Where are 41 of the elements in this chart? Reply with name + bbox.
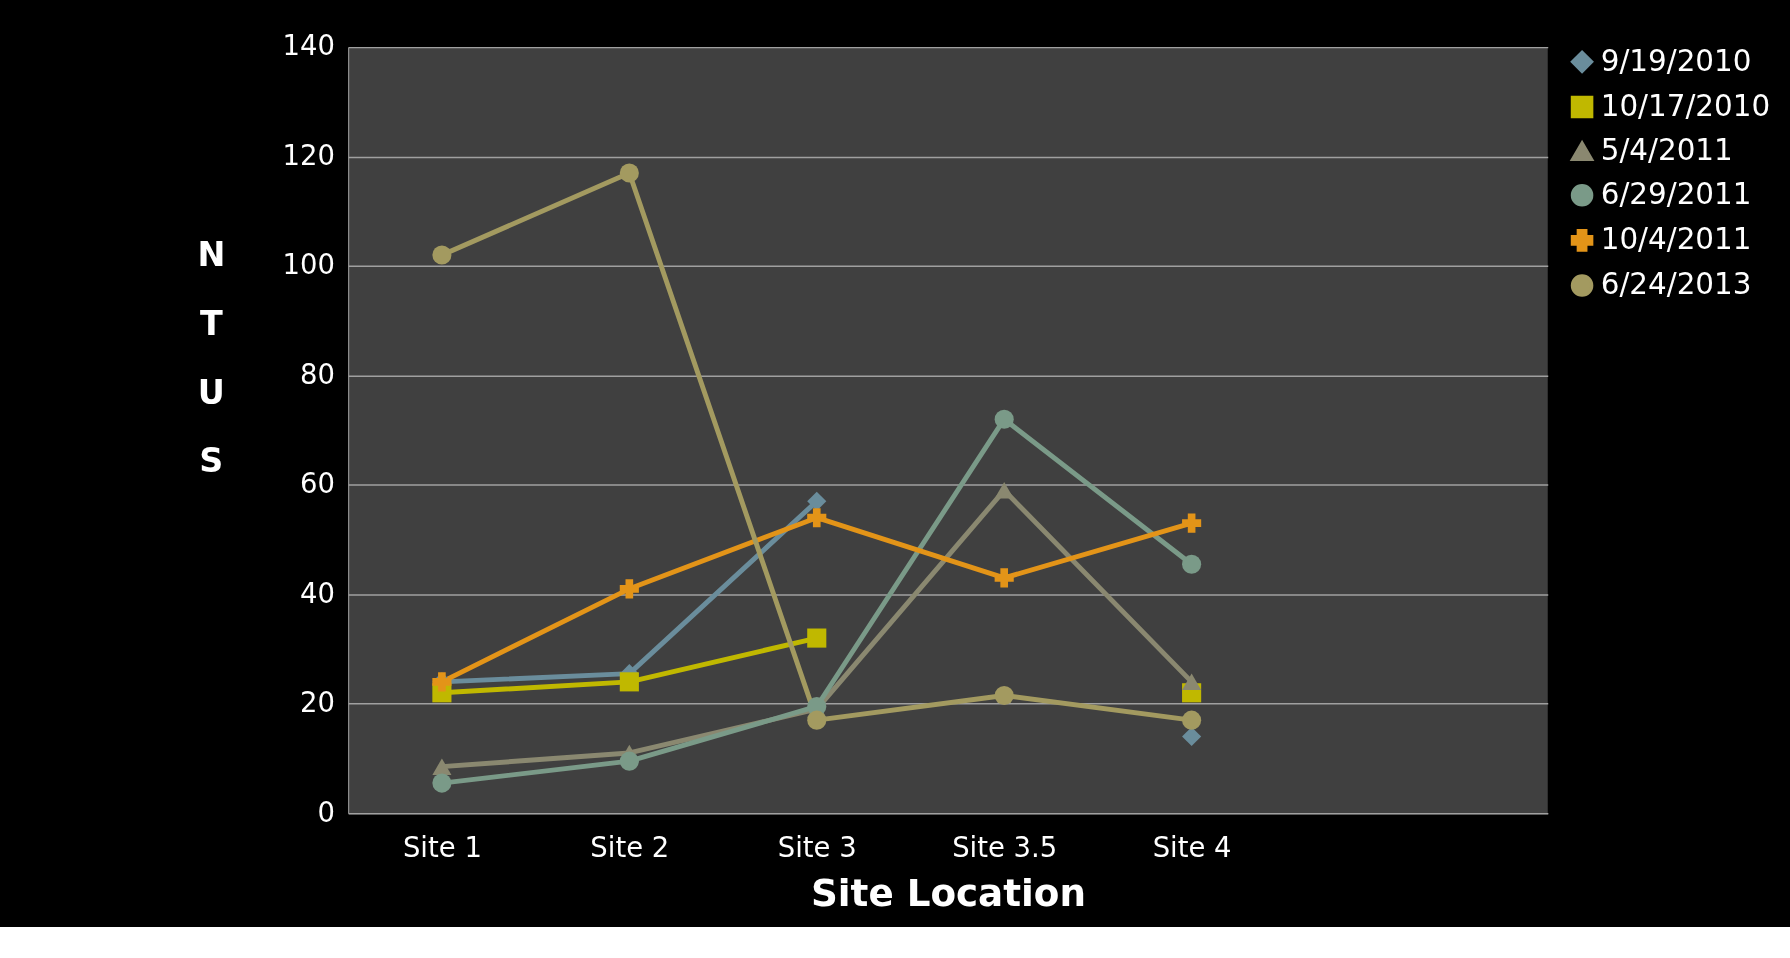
x-tick-label: Site 2 [590, 831, 670, 863]
x-tick-label: Site 4 [1152, 831, 1232, 863]
point [432, 245, 452, 265]
legend-label: 10/4/2011 [1600, 222, 1752, 257]
x-tick-label: Site 3 [777, 831, 857, 863]
x-tick-label: Site 3.5 [952, 831, 1058, 863]
y-tick-label: 0 [317, 796, 335, 828]
point [619, 751, 639, 771]
y-tick-label: 60 [300, 468, 335, 500]
point [807, 508, 827, 528]
point [432, 758, 452, 775]
point [619, 579, 639, 599]
y-tick-label: 140 [282, 30, 335, 62]
point [1182, 673, 1202, 691]
legend-label: 5/4/2011 [1600, 132, 1733, 167]
point [994, 482, 1014, 499]
y-axis-title: NTUS [197, 235, 226, 481]
point [432, 773, 452, 793]
y-tick-label: 100 [282, 249, 335, 281]
x-axis-title: Site Location [810, 870, 1086, 915]
point [994, 685, 1014, 706]
legend-label: 6/29/2011 [1600, 177, 1752, 212]
legend-label: 6/24/2013 [1600, 267, 1752, 302]
point [619, 163, 639, 183]
point [619, 672, 639, 692]
point [807, 491, 827, 511]
point [807, 710, 827, 730]
point [994, 568, 1014, 588]
point [807, 628, 827, 648]
legend-label: 10/17/2010 [1600, 88, 1771, 123]
y-tick-label: 120 [282, 139, 335, 171]
point [1182, 513, 1202, 533]
y-tick-label: 20 [300, 687, 335, 719]
point [1182, 554, 1202, 574]
point [1182, 710, 1202, 730]
point [994, 409, 1014, 429]
point [1182, 727, 1202, 747]
legend-label: 9/19/2010 [1600, 43, 1752, 78]
x-tick-label: Site 1 [402, 831, 482, 863]
y-tick-label: 80 [300, 358, 335, 390]
y-tick-label: 40 [300, 577, 335, 609]
